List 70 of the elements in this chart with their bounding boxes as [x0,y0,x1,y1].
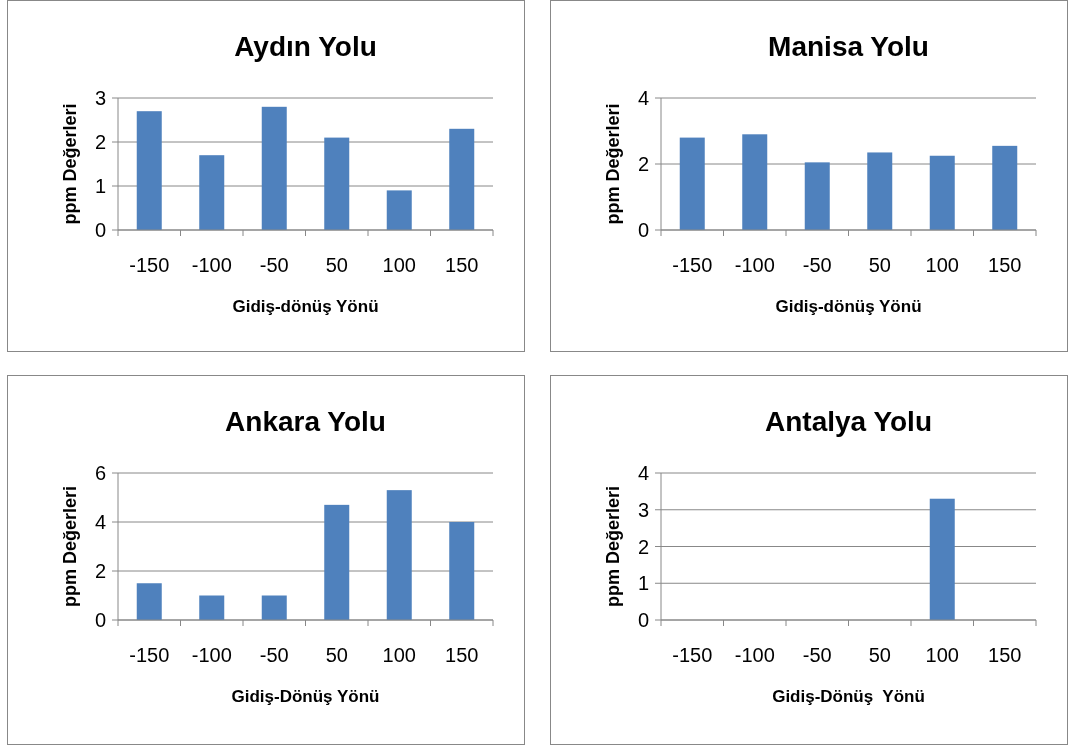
x-axis-title: Gidiş-Dönüş Yönü [231,687,380,706]
bar [261,595,287,620]
y-tick-label: 3 [637,498,649,521]
bar [261,106,287,230]
y-tick-label: 6 [94,462,106,484]
bar [199,155,225,230]
bar [679,137,705,230]
y-tick-label: 4 [94,511,106,533]
y-axis-title: ppm Değerleri [603,103,623,225]
y-axis-title: ppm Değerleri [60,103,80,225]
bar [804,162,830,230]
y-tick-label: 2 [94,131,106,153]
y-tick-label: 2 [637,535,649,558]
bar [324,504,350,620]
y-tick-label: 0 [94,609,106,631]
bar [742,134,768,230]
x-tick-label: 150 [445,644,479,666]
bar [386,490,412,620]
bar [199,595,225,620]
x-tick-label: -100 [191,644,232,666]
bar [136,583,162,620]
x-tick-label: -50 [802,644,832,666]
x-tick-label: 150 [445,254,479,276]
x-tick-label: 100 [925,644,959,666]
chart-title: Ankara Yolu [225,406,386,437]
bar [449,522,475,620]
x-tick-label: -50 [259,644,289,666]
x-axis-title: Gidiş-dönüş Yönü [775,297,922,316]
x-axis-title: Gidiş-dönüş Yönü [232,297,379,316]
x-tick-label: 150 [988,254,1022,276]
x-tick-label: -150 [672,254,713,276]
x-tick-label: 150 [988,644,1022,666]
x-tick-label: -100 [191,254,232,276]
x-tick-label: -100 [734,644,775,666]
x-tick-label: 50 [325,644,348,666]
bar [386,190,412,230]
x-tick-label: 50 [325,254,348,276]
chart-title: Manisa Yolu [768,31,929,62]
y-tick-label: 3 [94,87,106,109]
x-tick-label: -150 [129,254,170,276]
x-tick-label: -150 [672,644,713,666]
y-tick-label: 0 [637,219,649,241]
y-tick-label: 2 [637,153,649,175]
x-tick-label: -100 [734,254,775,276]
x-tick-label: 100 [925,254,959,276]
bar [929,155,955,230]
x-tick-label: 50 [868,644,891,666]
y-tick-label: 0 [94,219,106,241]
chart-title: Antalya Yolu [764,406,933,437]
x-axis-title: Gidiş-Dönüş Yönü [772,687,925,706]
bar [992,145,1018,230]
x-tick-label: 100 [382,254,416,276]
y-axis-title: ppm Değerleri [603,485,623,608]
y-tick-label: 1 [94,175,106,197]
y-tick-label: 1 [637,572,649,595]
x-tick-label: -50 [802,254,832,276]
y-tick-label: 4 [637,87,649,109]
x-tick-label: -50 [259,254,289,276]
y-tick-label: 0 [637,609,649,631]
y-tick-label: 4 [637,462,649,484]
bar [449,128,475,230]
bar [136,111,162,230]
y-axis-title: ppm Değerleri [60,485,80,608]
y-tick-label: 2 [94,560,106,582]
x-tick-label: 50 [868,254,891,276]
x-tick-label: 100 [382,644,416,666]
chart-title: Aydın Yolu [234,31,377,62]
x-tick-label: -150 [129,644,170,666]
bar [324,137,350,230]
bar [867,152,893,230]
